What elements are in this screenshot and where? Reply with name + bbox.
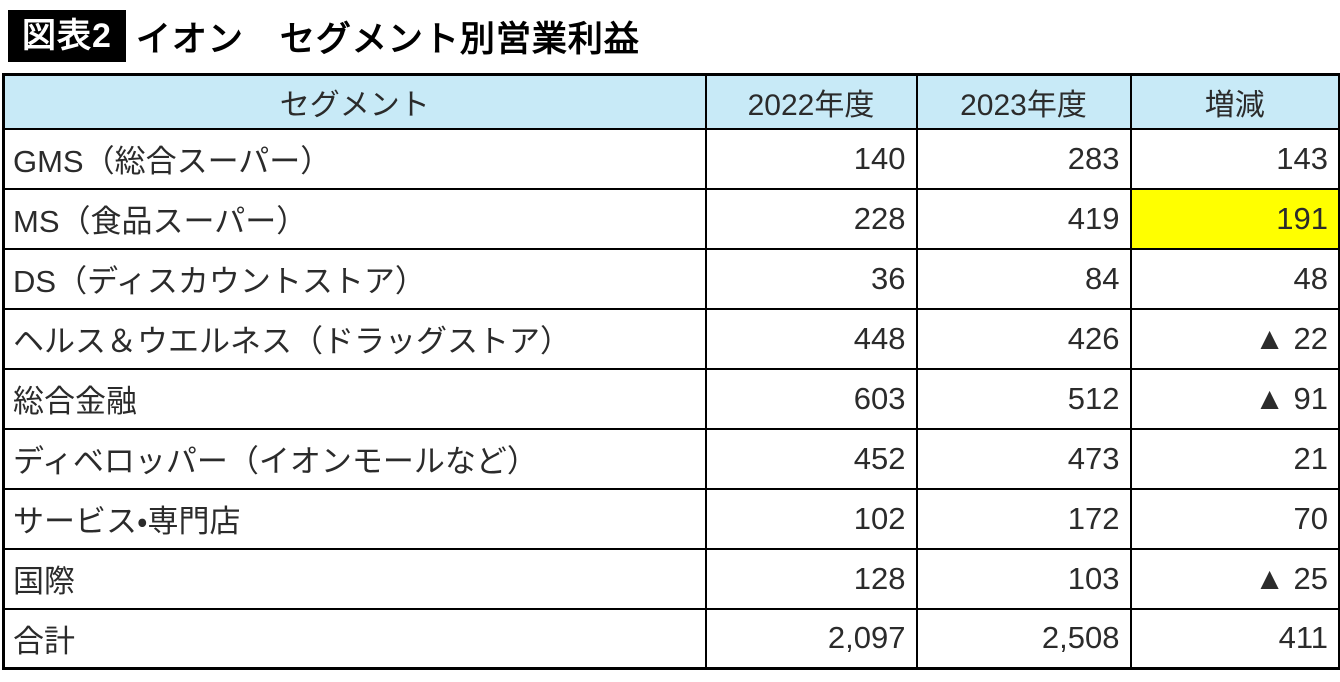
- fy2022-total: 2,097: [704, 607, 918, 670]
- fy2022-value: 36: [704, 247, 918, 310]
- fy2023-value: 84: [915, 247, 1132, 310]
- fy2022-value: 603: [704, 367, 918, 430]
- column-header-fy2023: 2023年度: [915, 73, 1132, 130]
- fy2023-value: 283: [915, 127, 1132, 190]
- segment-name: ディベロッパー（イオンモールなど）: [2, 427, 707, 490]
- fy2023-total: 2,508: [915, 607, 1132, 670]
- change-value: 70: [1129, 487, 1340, 550]
- fy2022-value: 452: [704, 427, 918, 490]
- table-row-health-wellness: ヘルス＆ウエルネス（ドラッグストア） 448 426 ▲ 22: [2, 307, 1340, 370]
- change-value-highlighted: 191: [1129, 187, 1340, 250]
- segment-name: サービス・専門店: [2, 487, 707, 550]
- column-header-fy2022: 2022年度: [704, 73, 918, 130]
- change-value: 143: [1129, 127, 1340, 190]
- change-value: 21: [1129, 427, 1340, 490]
- fy2023-value: 419: [915, 187, 1132, 250]
- fy2022-value: 140: [704, 127, 918, 190]
- segment-name: 国際: [2, 547, 707, 610]
- table-row-international: 国際 128 103 ▲ 25: [2, 547, 1340, 610]
- table-row-finance: 総合金融 603 512 ▲ 91: [2, 367, 1340, 430]
- segment-name: MS（食品スーパー）: [2, 187, 707, 250]
- fy2023-value: 473: [915, 427, 1132, 490]
- change-value: 48: [1129, 247, 1340, 310]
- fy2022-value: 228: [704, 187, 918, 250]
- segment-name: 総合金融: [2, 367, 707, 430]
- fy2022-value: 448: [704, 307, 918, 370]
- fy2022-value: 128: [704, 547, 918, 610]
- fy2023-value: 172: [915, 487, 1132, 550]
- change-value-negative: ▲ 25: [1129, 547, 1340, 610]
- segment-profit-table: セグメント 2022年度 2023年度 増減 GMS（総合スーパー） 140 2…: [2, 73, 1340, 670]
- fy2022-value: 102: [704, 487, 918, 550]
- table-row-ms: MS（食品スーパー） 228 419 191: [2, 187, 1340, 250]
- table-row-service: サービス・専門店 102 172 70: [2, 487, 1340, 550]
- table-header-row: セグメント 2022年度 2023年度 増減: [2, 73, 1340, 130]
- segment-name: ヘルス＆ウエルネス（ドラッグストア）: [2, 307, 707, 370]
- segment-name: GMS（総合スーパー）: [2, 127, 707, 190]
- segment-name-total: 合計: [2, 607, 707, 670]
- figure-title: イオン セグメント別営業利益: [135, 19, 640, 59]
- column-header-change: 増減: [1129, 73, 1340, 130]
- change-value-negative: ▲ 91: [1129, 367, 1340, 430]
- fy2023-value: 103: [915, 547, 1132, 610]
- table-row-ds: DS（ディスカウントストア） 36 84 48: [2, 247, 1340, 310]
- table-row-gms: GMS（総合スーパー） 140 283 143: [2, 127, 1340, 190]
- fy2023-value: 512: [915, 367, 1132, 430]
- segment-name: DS（ディスカウントストア）: [2, 247, 707, 310]
- table-row-developer: ディベロッパー（イオンモールなど） 452 473 21: [2, 427, 1340, 490]
- fy2023-value: 426: [915, 307, 1132, 370]
- figure-header: 図表2 イオン セグメント別営業利益: [0, 0, 1340, 62]
- figure-badge: 図表2: [8, 10, 126, 62]
- column-header-segment: セグメント: [2, 73, 707, 130]
- change-value-negative: ▲ 22: [1129, 307, 1340, 370]
- change-total: 411: [1129, 607, 1340, 670]
- table-row-total: 合計 2,097 2,508 411: [2, 607, 1340, 670]
